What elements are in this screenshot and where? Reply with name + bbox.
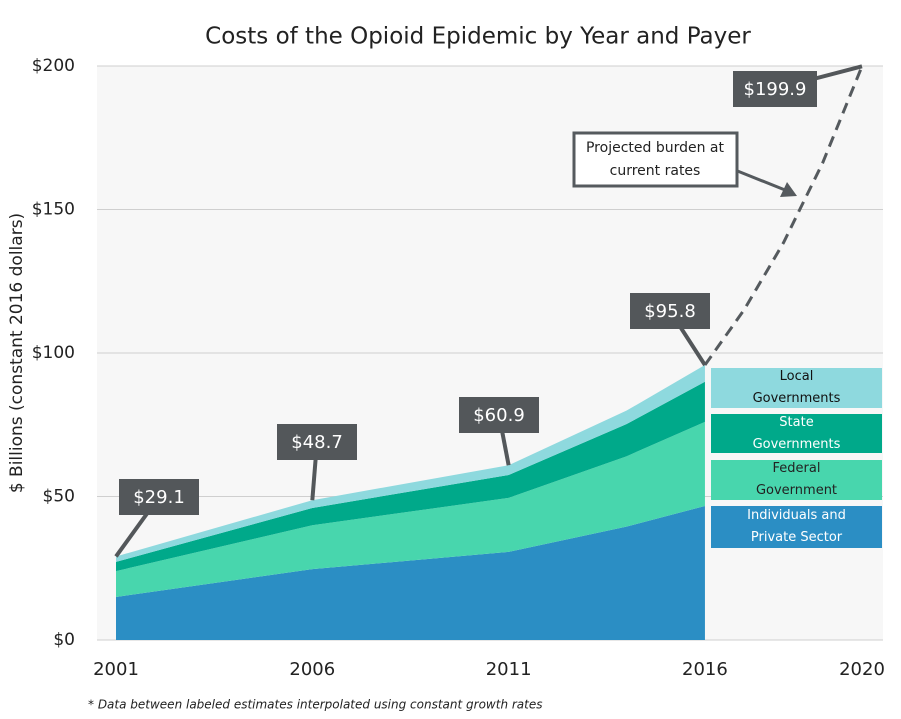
annotation-text: Projected burden at current rates <box>586 140 725 179</box>
x-tick-label: 2020 <box>839 659 885 680</box>
callout-box <box>733 71 817 107</box>
area <box>116 421 705 597</box>
y-tick-label: $200 <box>32 56 75 76</box>
x-tick-label: 2016 <box>682 659 728 680</box>
y-tick-label: $100 <box>32 343 75 363</box>
area <box>116 365 705 562</box>
area <box>116 381 705 572</box>
legend-entry: State Governments <box>711 414 882 453</box>
callout-label: $60.9 <box>473 405 525 426</box>
legend-entry: Individuals and Private Sector <box>711 506 882 548</box>
callout-box <box>277 424 357 460</box>
callout-box <box>119 479 199 515</box>
x-tick-label: 2006 <box>289 659 335 680</box>
callout-label: $95.8 <box>644 301 696 322</box>
footnote: * Data between labeled estimates interpo… <box>88 698 543 712</box>
x-tick-label: 2001 <box>93 659 139 680</box>
chart-title: Costs of the Opioid Epidemic by Year and… <box>205 24 751 50</box>
y-axis-label: $ Billions (constant 2016 dollars) <box>7 213 27 493</box>
y-tick-label: $150 <box>32 200 75 220</box>
legend-entry: Local Governments <box>711 368 882 408</box>
callout-box <box>630 293 710 329</box>
callout-label: $48.7 <box>291 432 343 453</box>
callout-box <box>459 397 539 433</box>
callout-label: $29.1 <box>133 487 185 508</box>
y-tick-label: $50 <box>43 487 75 507</box>
annotation-box <box>572 131 739 188</box>
y-tick-label: $0 <box>53 630 75 650</box>
legend-entry: Federal Government <box>711 460 882 500</box>
callout-label: $199.9 <box>744 79 807 100</box>
annotation-arrowhead <box>780 182 797 197</box>
annotation-arrow <box>734 168 791 194</box>
projection-line <box>703 65 864 366</box>
area <box>116 505 705 640</box>
x-tick-label: 2011 <box>486 659 532 680</box>
